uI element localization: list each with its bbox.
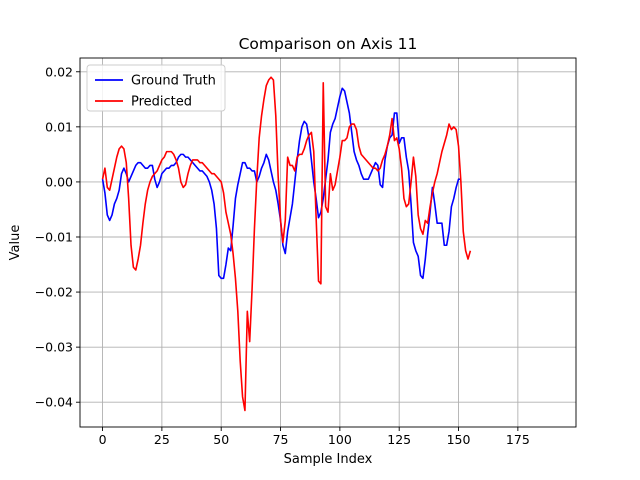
legend-box <box>86 64 226 112</box>
y-tick-label: −0.01 <box>35 229 73 244</box>
y-tick-label: −0.03 <box>35 340 73 355</box>
x-tick-label: 125 <box>387 432 411 447</box>
axis-ticks: 0 25 50 75 100 125 150 175 −0.04 −0.03 −0.02 −0.01 0… <box>35 64 530 447</box>
legend: Ground Truth Predicted <box>86 64 226 112</box>
series-layer <box>101 76 472 412</box>
y-axis-label: Value <box>8 225 23 261</box>
plot-frame <box>79 57 577 428</box>
x-tick-label: 50 <box>213 432 229 447</box>
y-tick-label: −0.04 <box>35 395 73 410</box>
legend-label: Predicted <box>131 95 192 110</box>
chart-title: Comparison on Axis 11 <box>239 35 418 53</box>
y-tick-label: 0.01 <box>45 119 73 134</box>
x-tick-label: 75 <box>273 432 289 447</box>
x-tick-label: 150 <box>447 432 471 447</box>
x-axis-label: Sample Index <box>284 452 373 467</box>
x-tick-label: 0 <box>99 432 107 447</box>
y-tick-label: −0.02 <box>35 285 73 300</box>
x-tick-label: 100 <box>328 432 352 447</box>
y-tick-label: 0.00 <box>45 174 73 189</box>
y-tick-label: 0.02 <box>45 64 73 79</box>
grid-lines <box>80 58 576 427</box>
x-tick-label: 25 <box>154 432 170 447</box>
series-line-predicted <box>101 76 472 412</box>
legend-label: Ground Truth <box>131 74 216 89</box>
plot-area <box>80 58 576 427</box>
x-tick-label: 175 <box>506 432 530 447</box>
